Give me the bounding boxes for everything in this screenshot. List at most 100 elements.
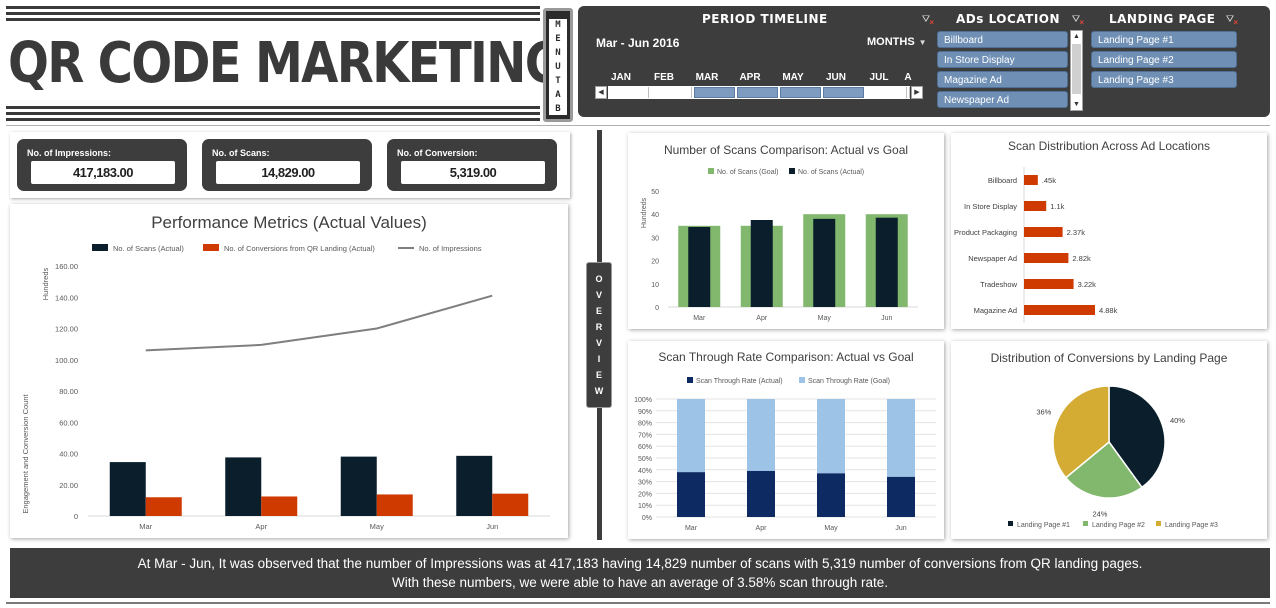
bar-scan-distribution — [1024, 201, 1047, 211]
landing-page-item[interactable]: Landing Page #1 — [1091, 31, 1237, 48]
timeline-scroll-left-icon[interactable]: ◀ — [595, 86, 607, 99]
y-tick-label: Billboard — [988, 176, 1017, 185]
timeline-month-label: MAR — [695, 72, 719, 83]
kpi-value: 5,319.00 — [401, 161, 545, 184]
chevron-down-icon: ▼ — [918, 38, 927, 47]
scans-comparison-panel: Number of Scans Comparison: Actual vs Go… — [628, 133, 944, 329]
legend-swatch — [687, 377, 693, 383]
menu-tab-letter: T — [555, 76, 561, 86]
timeline-month-label: FEB — [654, 72, 674, 83]
scan-through-rate-chart: Scan Through Rate Comparison: Actual vs … — [634, 350, 936, 532]
bar-conversions — [492, 493, 529, 516]
timeline-scroll-right-icon[interactable]: ▶ — [911, 86, 923, 99]
scan-distribution-panel: Scan Distribution Across Ad Locations Bil… — [951, 133, 1267, 329]
y-tick-label: 80.00 — [59, 387, 78, 396]
legend-label: Landing Page #3 — [1165, 522, 1218, 529]
x-tick-label: Apr — [255, 522, 267, 531]
data-label: 2.82k — [1072, 254, 1091, 263]
timeline-segment[interactable] — [651, 87, 692, 98]
y-tick-label: 50 — [651, 189, 659, 196]
header-divider — [6, 125, 1270, 126]
legend-swatch — [708, 168, 714, 174]
bar-str-goal — [747, 399, 775, 471]
legend-swatch — [799, 377, 805, 383]
legend-swatch — [789, 168, 795, 174]
timeline-bar[interactable] — [608, 86, 910, 99]
bar-scans-actual — [456, 455, 493, 516]
pie-slice — [1064, 440, 1143, 499]
chart-title: Scan Distribution Across Ad Locations — [1008, 139, 1210, 153]
ads-location-item[interactable]: In Store Display — [937, 51, 1068, 68]
kpi-scans: No. of Scans: 14,829.00 — [202, 139, 372, 191]
clear-filter-icon[interactable]: ⛛ × — [1071, 14, 1084, 27]
y-tick-label: 60.00 — [59, 418, 78, 427]
bar-scan-distribution — [1024, 305, 1095, 315]
bar-str-goal — [887, 399, 915, 477]
timeline-segment[interactable] — [608, 87, 649, 98]
data-label: 3.22k — [1078, 280, 1097, 289]
timeline-segment[interactable] — [694, 87, 735, 98]
kpi-label: No. of Impressions: — [27, 148, 112, 158]
y-tick-label: 20.00 — [59, 481, 78, 490]
x-tick-label: May — [370, 522, 384, 531]
title-block: QR CODE MARKETING — [6, 6, 564, 122]
clear-filter-icon[interactable]: ⛛ × — [921, 14, 934, 27]
y-tick-label: 30 — [651, 235, 659, 242]
y-tick-label: 10% — [638, 503, 652, 510]
x-tick-label: Jun — [895, 525, 906, 532]
timeline-level-dropdown[interactable]: MONTHS ▼ — [867, 36, 927, 48]
y-tick-label: 80% — [638, 421, 652, 428]
y-tick-label: 90% — [638, 409, 652, 416]
timeline-segment[interactable] — [909, 87, 910, 98]
bar-conversions — [261, 496, 298, 516]
conversions-pie-panel: Distribution of Conversions by Landing P… — [951, 341, 1267, 539]
performance-chart-panel: Performance Metrics (Actual Values) No. o… — [10, 204, 568, 538]
timeline-segment[interactable] — [780, 87, 821, 98]
scroll-down-icon[interactable]: ▼ — [1073, 101, 1080, 108]
y-tick-label: 10 — [651, 282, 659, 289]
ads-location-scrollbar[interactable]: ▲ ▼ — [1070, 30, 1083, 111]
legend-swatch — [1156, 521, 1161, 526]
kpi-label: No. of Scans: — [212, 148, 270, 158]
data-label: 1.1k — [1050, 202, 1064, 211]
ads-location-item[interactable]: Magazine Ad — [937, 71, 1068, 88]
overview-tab-letter: V — [595, 290, 602, 300]
landing-page-item[interactable]: Landing Page #3 — [1091, 71, 1237, 88]
timeline-segment[interactable] — [823, 87, 864, 98]
scrollbar-thumb[interactable] — [1072, 44, 1081, 94]
landing-page-title: LANDING PAGE — [1109, 12, 1216, 26]
y-tick-label: Newspaper Ad — [968, 254, 1017, 263]
timeline-range: Mar - Jun 2016 — [596, 36, 680, 50]
legend-label: Scan Through Rate (Goal) — [808, 378, 890, 385]
menu-tab-letter: M — [555, 20, 561, 30]
y-tick-label: In Store Display — [964, 202, 1017, 211]
conversions-pie-chart: Distribution of Conversions by Landing P… — [991, 351, 1228, 529]
overview-tab-letter: E — [595, 306, 602, 316]
overview-tab-letter: R — [595, 322, 603, 332]
timeline-month-label: A — [904, 72, 912, 83]
legend-label: No. of Impressions — [419, 244, 482, 253]
y-tick-label: 40.00 — [59, 450, 78, 459]
legend-label: No. of Conversions from QR Landing (Actu… — [224, 244, 375, 253]
bar-str-goal — [817, 399, 845, 474]
y-tick-label: 0 — [655, 305, 659, 312]
chart-title: Scan Through Rate Comparison: Actual vs … — [658, 350, 913, 364]
bar-conversions — [376, 494, 413, 516]
scroll-up-icon[interactable]: ▲ — [1073, 33, 1080, 40]
bar-scans-actual — [875, 217, 898, 307]
ads-location-item[interactable]: Newspaper Ad — [937, 91, 1068, 108]
ads-location-item[interactable]: Billboard — [937, 31, 1068, 48]
clear-filter-icon[interactable]: ⛛ × — [1225, 14, 1238, 27]
landing-page-item[interactable]: Landing Page #2 — [1091, 51, 1237, 68]
timeline-month-label: JAN — [610, 72, 631, 83]
footer-divider — [6, 602, 1270, 604]
legend-label: No. of Scans (Goal) — [717, 169, 778, 176]
kpi-label: No. of Conversion: — [397, 148, 478, 158]
timeline-segment[interactable] — [737, 87, 778, 98]
summary-line-1: At Mar - Jun, It was observed that the n… — [137, 556, 1143, 571]
timeline-segment[interactable] — [866, 87, 907, 98]
